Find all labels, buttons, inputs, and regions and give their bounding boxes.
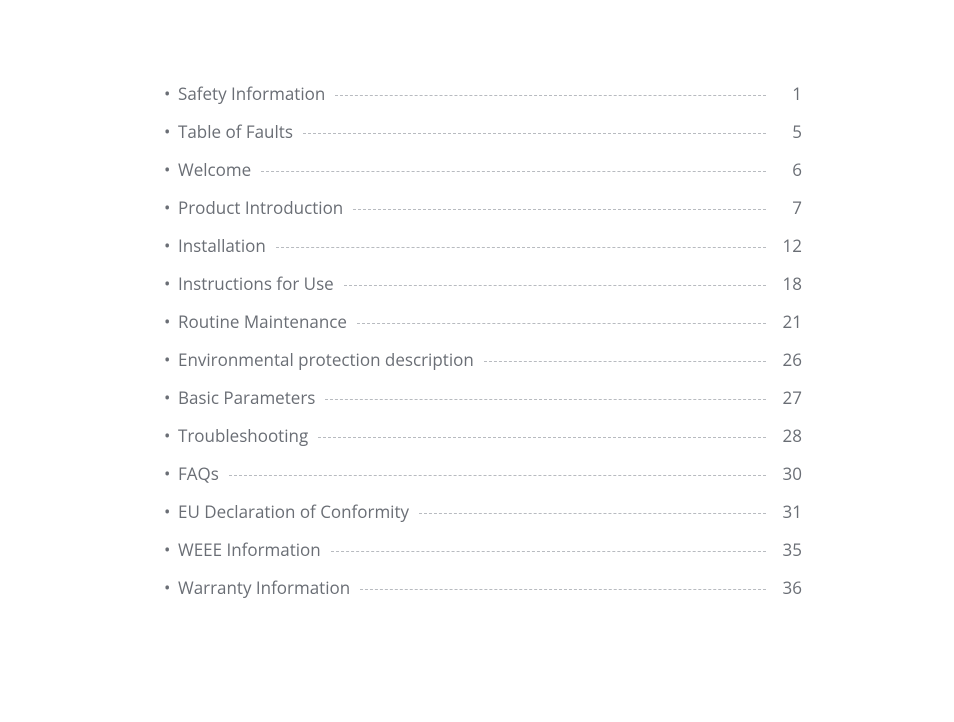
toc-page: 21 <box>768 310 802 333</box>
toc-row: • EU Declaration of Conformity 31 <box>164 500 802 538</box>
toc-row: • Safety Information 1 <box>164 82 802 120</box>
toc-row: • Environmental protection description 2… <box>164 348 802 386</box>
bullet-icon: • <box>164 500 178 523</box>
bullet-icon: • <box>164 272 178 295</box>
toc-page: 30 <box>768 462 802 485</box>
toc-leader <box>344 285 766 286</box>
toc-row: • Instructions for Use 18 <box>164 272 802 310</box>
toc-page: 28 <box>768 424 802 447</box>
toc-title: Safety Information <box>178 82 333 105</box>
bullet-icon: • <box>164 158 178 181</box>
toc-title: Warranty Information <box>178 576 358 599</box>
toc-page: 36 <box>768 576 802 599</box>
toc-leader <box>353 209 766 210</box>
toc-page: 35 <box>768 538 802 561</box>
toc-title: Table of Faults <box>178 120 301 143</box>
bullet-icon: • <box>164 120 178 143</box>
toc-row: • Troubleshooting 28 <box>164 424 802 462</box>
bullet-icon: • <box>164 538 178 561</box>
toc-title: FAQs <box>178 462 227 485</box>
bullet-icon: • <box>164 424 178 447</box>
toc-page: 26 <box>768 348 802 371</box>
toc-title: Instructions for Use <box>178 272 342 295</box>
toc-leader <box>318 437 766 438</box>
toc-title: Product Introduction <box>178 196 351 219</box>
bullet-icon: • <box>164 576 178 599</box>
toc-page: 5 <box>768 120 802 143</box>
toc-title: EU Declaration of Conformity <box>178 500 417 523</box>
bullet-icon: • <box>164 82 178 105</box>
bullet-icon: • <box>164 348 178 371</box>
toc-page: 7 <box>768 196 802 219</box>
toc-page: 12 <box>768 234 802 257</box>
bullet-icon: • <box>164 196 178 219</box>
toc-title: Troubleshooting <box>178 424 316 447</box>
toc-row: • Welcome 6 <box>164 158 802 196</box>
toc-row: • Warranty Information 36 <box>164 576 802 614</box>
toc-row: • Routine Maintenance 21 <box>164 310 802 348</box>
toc-page: 31 <box>768 500 802 523</box>
toc-title: Basic Parameters <box>178 386 323 409</box>
toc-page: 27 <box>768 386 802 409</box>
toc-leader <box>261 171 766 172</box>
toc-row: • Basic Parameters 27 <box>164 386 802 424</box>
toc-title: WEEE Information <box>178 538 329 561</box>
toc-row: • Product Introduction 7 <box>164 196 802 234</box>
bullet-icon: • <box>164 386 178 409</box>
toc-leader <box>303 133 766 134</box>
table-of-contents: • Safety Information 1 • Table of Faults… <box>164 82 802 614</box>
toc-page: 1 <box>768 82 802 105</box>
toc-row: • Installation 12 <box>164 234 802 272</box>
toc-page: 18 <box>768 272 802 295</box>
toc-leader <box>325 399 766 400</box>
toc-leader <box>331 551 766 552</box>
toc-leader <box>276 247 766 248</box>
toc-row: • FAQs 30 <box>164 462 802 500</box>
toc-title: Installation <box>178 234 274 257</box>
toc-leader <box>357 323 766 324</box>
toc-title: Welcome <box>178 158 259 181</box>
toc-leader <box>484 361 766 362</box>
toc-leader <box>419 513 766 514</box>
toc-leader <box>335 95 766 96</box>
toc-row: • WEEE Information 35 <box>164 538 802 576</box>
toc-page: 6 <box>768 158 802 181</box>
toc-title: Environmental protection description <box>178 348 482 371</box>
bullet-icon: • <box>164 310 178 333</box>
bullet-icon: • <box>164 234 178 257</box>
toc-row: • Table of Faults 5 <box>164 120 802 158</box>
toc-leader <box>360 589 766 590</box>
bullet-icon: • <box>164 462 178 485</box>
toc-title: Routine Maintenance <box>178 310 355 333</box>
toc-leader <box>229 475 766 476</box>
